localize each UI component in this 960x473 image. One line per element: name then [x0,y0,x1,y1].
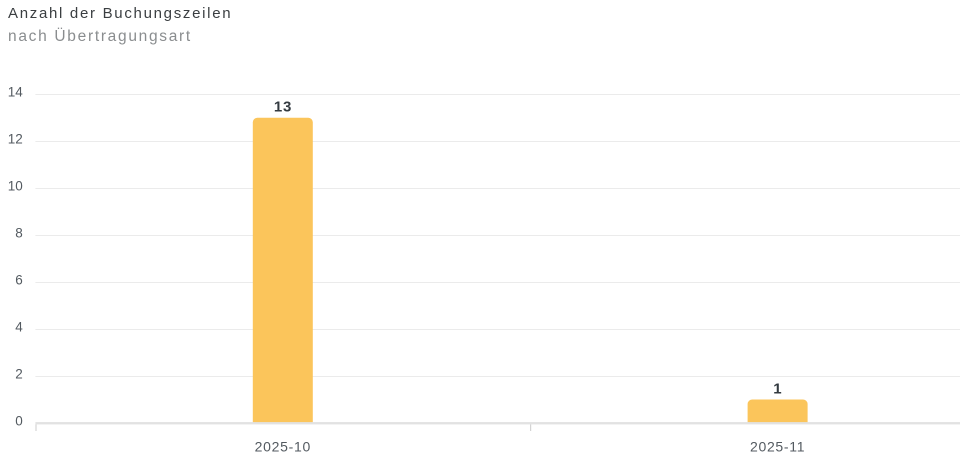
svg-text:Anzahl der Buchungszeilen: Anzahl der Buchungszeilen [8,5,232,22]
svg-text:6: 6 [15,272,23,287]
svg-text:13: 13 [274,99,292,116]
svg-text:2: 2 [15,366,23,381]
svg-text:2025-11: 2025-11 [750,439,805,455]
svg-text:10: 10 [8,179,23,194]
svg-text:nach Übertragungsart: nach Übertragungsart [8,27,192,45]
svg-text:1: 1 [773,380,782,397]
svg-text:2025-10: 2025-10 [255,439,311,455]
svg-text:12: 12 [8,132,23,147]
svg-text:8: 8 [15,226,23,241]
svg-text:0: 0 [15,413,23,428]
svg-text:4: 4 [15,319,23,334]
svg-text:14: 14 [8,85,24,100]
